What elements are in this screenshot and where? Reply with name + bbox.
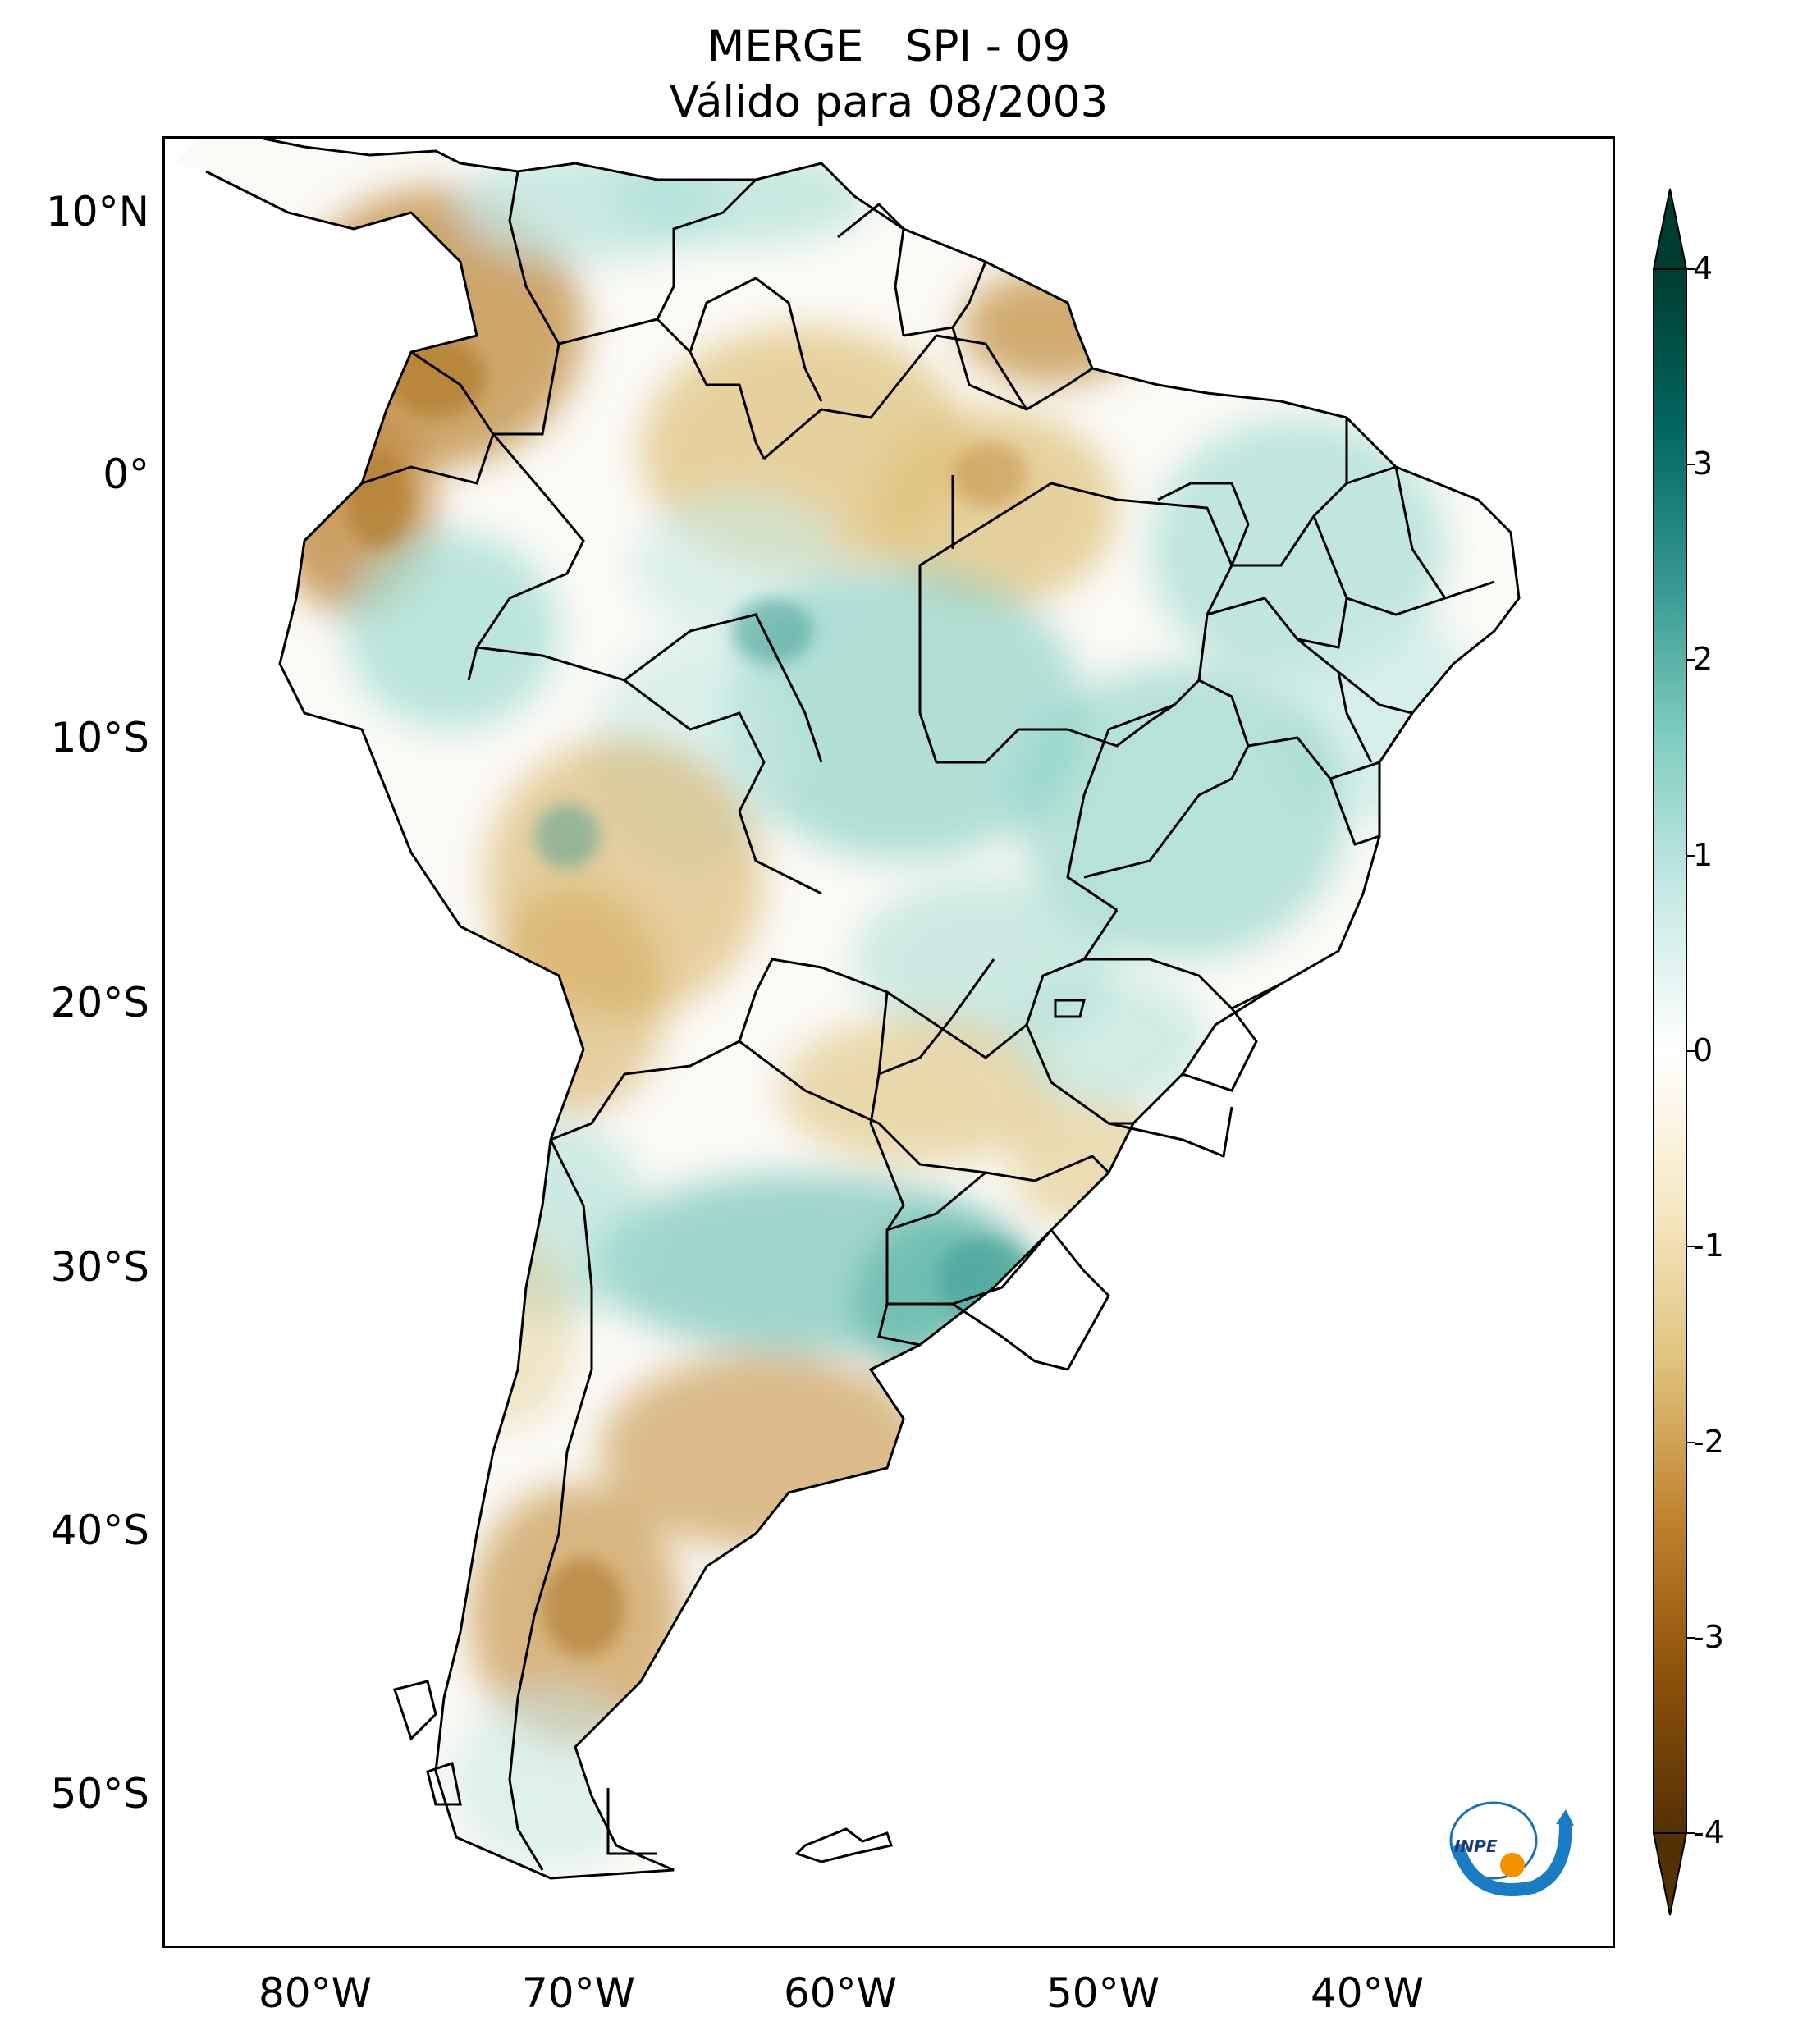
south-america-map (173, 139, 1521, 1880)
colorbar-tick-minus4: -4 (1693, 1814, 1724, 1850)
colorbar-tick-0: 0 (1693, 1032, 1713, 1068)
colorbar-tick-1: 1 (1693, 837, 1713, 873)
colorbar-tick-minus1: -1 (1693, 1228, 1724, 1264)
lat-label-0: 0° (103, 450, 149, 498)
lon-label-60w: 60°W (783, 1969, 898, 2017)
lon-label-50w: 50°W (1045, 1969, 1160, 2017)
colorbar-tick-4: 4 (1693, 250, 1713, 286)
colorbar-tick-2: 2 (1693, 641, 1713, 677)
inpe-logo-text: INPE (1454, 1836, 1498, 1856)
lon-label-70w: 70°W (521, 1969, 636, 2017)
colorbar-tick-minus2: -2 (1693, 1424, 1724, 1460)
lat-label-30s: 30°S (50, 1243, 149, 1291)
map-panel (162, 136, 1615, 1948)
lon-label-40w: 40°W (1310, 1969, 1425, 2017)
map-title: MERGE SPI - 09 (707, 21, 1071, 71)
inpe-logo-icon (1449, 1801, 1574, 1896)
political-borders (303, 171, 1495, 1871)
lat-label-50s: 50°S (50, 1770, 149, 1818)
continent-outline (205, 139, 1521, 1880)
lat-label-10s: 10°S (50, 714, 149, 761)
map-subtitle: Válido para 08/2003 (669, 77, 1109, 127)
colorbar-extend-top (1652, 188, 1688, 270)
spi-field (173, 139, 1519, 1878)
lat-label-20s: 20°S (50, 979, 149, 1027)
lat-label-10n: 10°N (45, 188, 149, 235)
colorbar-gradient (1653, 268, 1687, 1834)
colorbar (1652, 188, 1695, 1916)
colorbar-tick-minus3: -3 (1693, 1619, 1724, 1655)
lon-label-80w: 80°W (258, 1969, 373, 2017)
colorbar-extend-bottom (1652, 1832, 1688, 1916)
colorbar-tick-3: 3 (1693, 446, 1713, 482)
lat-label-40s: 40°S (50, 1507, 149, 1554)
